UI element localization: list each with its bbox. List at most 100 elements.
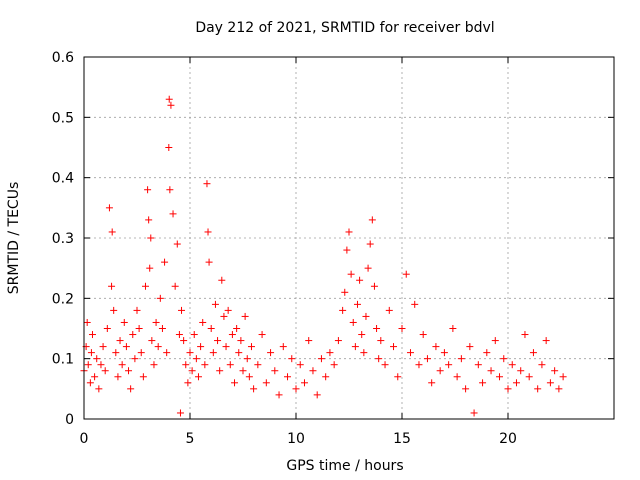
data-point: [133, 306, 141, 314]
data-point: [108, 282, 116, 290]
data-point: [462, 385, 470, 393]
data-point: [368, 216, 376, 224]
data-point: [192, 355, 200, 363]
data-point: [305, 337, 313, 345]
data-point: [222, 343, 230, 351]
data-point: [385, 306, 393, 314]
data-point: [120, 318, 128, 326]
data-point: [358, 331, 366, 339]
data-point: [373, 325, 381, 332]
data-point: [394, 373, 402, 381]
data-point: [101, 367, 109, 375]
data-point: [275, 391, 283, 399]
y-tick-label: 0.5: [52, 110, 74, 126]
data-point: [423, 355, 431, 363]
data-point: [377, 337, 385, 345]
data-point: [197, 343, 205, 351]
data-point: [83, 318, 91, 326]
data-point: [326, 349, 334, 357]
data-point: [292, 385, 300, 393]
data-point: [209, 349, 217, 357]
data-point: [241, 312, 249, 320]
data-point: [169, 210, 177, 218]
data-point: [211, 300, 219, 308]
data-point: [203, 180, 211, 188]
data-point: [402, 270, 410, 278]
data-point: [178, 306, 186, 314]
data-point: [415, 361, 423, 369]
data-point: [243, 355, 251, 363]
data-point: [163, 349, 171, 357]
data-point: [474, 361, 482, 369]
data-point: [87, 349, 95, 357]
data-point: [440, 349, 448, 357]
data-point: [428, 379, 436, 387]
data-point: [226, 361, 234, 369]
data-point: [406, 349, 414, 357]
data-point: [188, 367, 196, 375]
data-point: [122, 343, 130, 351]
data-point: [205, 258, 213, 266]
data-point: [529, 349, 537, 357]
data-point: [235, 349, 243, 357]
y-axis-label: SRMTID / TECUs: [6, 182, 22, 295]
data-point: [254, 361, 262, 369]
data-point: [84, 361, 92, 369]
data-point: [118, 361, 126, 369]
data-point: [517, 367, 525, 375]
data-point: [116, 337, 124, 345]
data-point: [375, 355, 383, 363]
data-point: [173, 240, 181, 248]
data-point: [262, 379, 270, 387]
data-point: [457, 355, 465, 363]
data-point: [398, 325, 406, 332]
data-point: [436, 367, 444, 375]
data-point: [250, 385, 258, 393]
data-point: [296, 361, 304, 369]
data-point: [353, 300, 361, 308]
data-point: [487, 367, 495, 375]
data-point: [93, 355, 101, 363]
data-point: [366, 240, 374, 248]
data-point: [141, 282, 149, 290]
data-point: [356, 276, 364, 284]
data-point: [432, 343, 440, 351]
y-tick-label: 0.4: [52, 171, 74, 187]
data-point: [147, 234, 155, 242]
data-point: [300, 379, 308, 387]
data-point: [127, 385, 135, 393]
x-tick-label: 20: [499, 431, 517, 447]
data-point: [150, 361, 158, 369]
data-point: [370, 282, 378, 290]
data-point: [95, 385, 103, 393]
grid-lines: [84, 57, 614, 419]
data-point: [411, 300, 419, 308]
data-point: [194, 373, 202, 381]
data-point: [525, 373, 533, 381]
data-point: [216, 367, 224, 375]
data-point: [339, 306, 347, 314]
x-tick-label: 5: [186, 431, 195, 447]
data-point: [546, 379, 554, 387]
y-tick-label: 0.6: [52, 50, 74, 66]
data-point: [233, 325, 241, 332]
data-point: [165, 144, 173, 151]
axis-ticks: 0 0.1 0.2 0.3 0.4 0.5 0.6 0 5 10 15 20: [52, 50, 614, 447]
data-point: [105, 204, 113, 212]
data-point: [334, 337, 342, 345]
data-point: [112, 349, 120, 357]
y-tick-label: 0: [65, 412, 74, 428]
x-tick-label: 10: [287, 431, 305, 447]
data-point: [131, 355, 139, 363]
data-point: [288, 355, 296, 363]
data-point: [247, 343, 255, 351]
data-point: [88, 331, 96, 339]
data-point: [139, 373, 147, 381]
data-point: [129, 331, 137, 339]
data-point: [186, 349, 194, 357]
data-point: [322, 373, 330, 381]
data-points: [80, 95, 567, 417]
x-axis-label: GPS time / hours: [286, 458, 403, 474]
data-point: [154, 343, 162, 351]
